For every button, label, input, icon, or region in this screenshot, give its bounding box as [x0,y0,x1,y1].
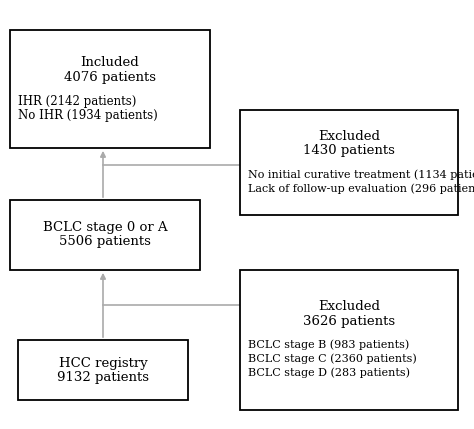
Bar [240,110,458,215]
Text: 1430 patients: 1430 patients [303,144,395,157]
Text: 5506 patients: 5506 patients [59,236,151,248]
Text: BCLC stage B (983 patients): BCLC stage B (983 patients) [248,340,409,350]
Text: Lack of follow-up evaluation (296 patients): Lack of follow-up evaluation (296 patien… [248,183,474,194]
Bar [10,30,210,148]
Text: No IHR (1934 patients): No IHR (1934 patients) [18,109,158,121]
Bar [240,270,458,410]
Text: 9132 patients: 9132 patients [57,371,149,384]
Text: BCLC stage D (283 patients): BCLC stage D (283 patients) [248,368,410,378]
Text: Excluded: Excluded [318,300,380,314]
Text: HCC registry: HCC registry [59,356,147,369]
Text: IHR (2142 patients): IHR (2142 patients) [18,94,137,108]
Text: BCLC stage C (2360 patients): BCLC stage C (2360 patients) [248,354,417,364]
Bar [10,200,200,270]
Text: BCLC stage 0 or A: BCLC stage 0 or A [43,221,167,235]
Text: 4076 patients: 4076 patients [64,70,156,84]
Text: Included: Included [81,57,139,69]
Text: Excluded: Excluded [318,130,380,143]
Text: No initial curative treatment (1134 patients): No initial curative treatment (1134 pati… [248,169,474,180]
Text: 3626 patients: 3626 patients [303,314,395,327]
Bar [18,340,188,400]
